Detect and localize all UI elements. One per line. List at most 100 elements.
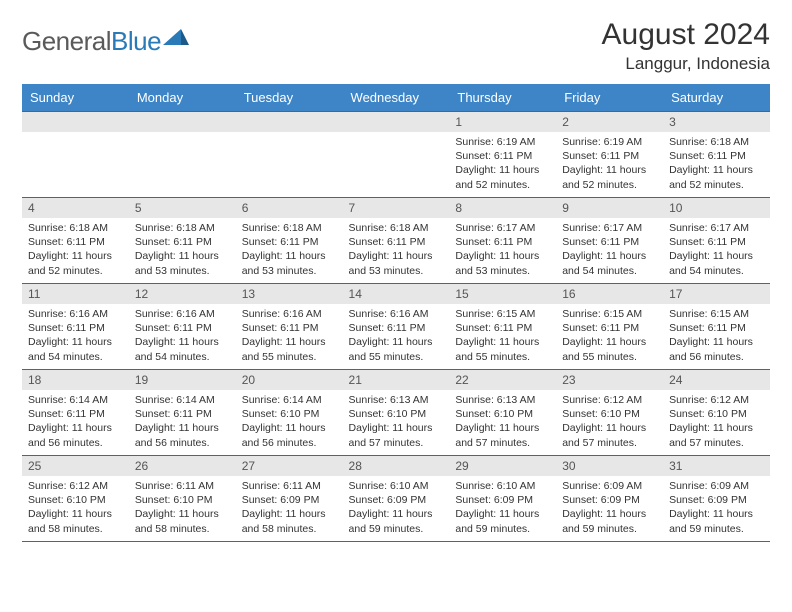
calendar-day-cell: 31 Sunrise: 6:09 AMSunset: 6:09 PMDayligh… xyxy=(663,456,770,542)
daylight-text: Daylight: 11 hours and 53 minutes. xyxy=(455,249,550,277)
sunrise-text: Sunrise: 6:13 AM xyxy=(349,393,444,407)
sunrise-text: Sunrise: 6:16 AM xyxy=(135,307,230,321)
day-number: 24 xyxy=(663,370,770,390)
calendar-table: SundayMondayTuesdayWednesdayThursdayFrid… xyxy=(22,84,770,542)
day-number: 18 xyxy=(22,370,129,390)
calendar-day-cell: 18Sunrise: 6:14 AMSunset: 6:11 PMDayligh… xyxy=(22,370,129,456)
sunset-text: Sunset: 6:11 PM xyxy=(562,235,657,249)
sunrise-text: Sunrise: 6:17 AM xyxy=(562,221,657,235)
weekday-header: Wednesday xyxy=(343,84,450,112)
daylight-text: Daylight: 11 hours and 55 minutes. xyxy=(455,335,550,363)
title-block: August 2024 Langgur, Indonesia xyxy=(602,18,770,74)
daylight-text: Daylight: 11 hours and 53 minutes. xyxy=(242,249,337,277)
day-number-empty xyxy=(343,112,450,132)
day-number: 23 xyxy=(556,370,663,390)
sunset-text: Sunset: 6:11 PM xyxy=(135,407,230,421)
sunrise-text: Sunrise: 6:14 AM xyxy=(135,393,230,407)
calendar-day-cell: 7Sunrise: 6:18 AMSunset: 6:11 PMDaylight… xyxy=(343,198,450,284)
day-details: Sunrise: 6:14 AMSunset: 6:10 PMDaylight:… xyxy=(236,390,343,454)
calendar-day-cell: 23Sunrise: 6:12 AMSunset: 6:10 PMDayligh… xyxy=(556,370,663,456)
sunrise-text: Sunrise: 6:18 AM xyxy=(349,221,444,235)
day-number: 3 xyxy=(663,112,770,132)
sunrise-text: Sunrise: 6:17 AM xyxy=(455,221,550,235)
day-number: 19 xyxy=(129,370,236,390)
day-details: Sunrise: 6:11 AMSunset: 6:09 PMDaylight:… xyxy=(236,476,343,540)
calendar-week-row: 4Sunrise: 6:18 AMSunset: 6:11 PMDaylight… xyxy=(22,198,770,284)
day-number: 14 xyxy=(343,284,450,304)
calendar-day-cell: 2Sunrise: 6:19 AMSunset: 6:11 PMDaylight… xyxy=(556,112,663,198)
calendar-week-row: 11Sunrise: 6:16 AMSunset: 6:11 PMDayligh… xyxy=(22,284,770,370)
day-number: 6 xyxy=(236,198,343,218)
day-details: Sunrise: 6:15 AMSunset: 6:11 PMDaylight:… xyxy=(556,304,663,368)
calendar-day-cell: 9Sunrise: 6:17 AMSunset: 6:11 PMDaylight… xyxy=(556,198,663,284)
day-number: 13 xyxy=(236,284,343,304)
weekday-header: Thursday xyxy=(449,84,556,112)
day-number: 30 xyxy=(556,456,663,476)
day-number: 2 xyxy=(556,112,663,132)
day-details: Sunrise: 6:18 AMSunset: 6:11 PMDaylight:… xyxy=(663,132,770,196)
sunrise-text: Sunrise: 6:18 AM xyxy=(242,221,337,235)
day-number: 29 xyxy=(449,456,556,476)
day-number: 31 xyxy=(663,456,770,476)
sunset-text: Sunset: 6:11 PM xyxy=(28,235,123,249)
day-number: 10 xyxy=(663,198,770,218)
day-details: Sunrise: 6:12 AMSunset: 6:10 PMDaylight:… xyxy=(663,390,770,454)
sunrise-text: Sunrise: 6:17 AM xyxy=(669,221,764,235)
daylight-text: Daylight: 11 hours and 59 minutes. xyxy=(562,507,657,535)
daylight-text: Daylight: 11 hours and 58 minutes. xyxy=(28,507,123,535)
day-details: Sunrise: 6:10 AMSunset: 6:09 PMDaylight:… xyxy=(343,476,450,540)
day-details: Sunrise: 6:17 AMSunset: 6:11 PMDaylight:… xyxy=(556,218,663,282)
daylight-text: Daylight: 11 hours and 53 minutes. xyxy=(135,249,230,277)
sunrise-text: Sunrise: 6:11 AM xyxy=(242,479,337,493)
daylight-text: Daylight: 11 hours and 56 minutes. xyxy=(242,421,337,449)
daylight-text: Daylight: 11 hours and 55 minutes. xyxy=(562,335,657,363)
logo-part1: General xyxy=(22,26,111,56)
day-number: 20 xyxy=(236,370,343,390)
sunrise-text: Sunrise: 6:11 AM xyxy=(135,479,230,493)
calendar-day-cell: 13Sunrise: 6:16 AMSunset: 6:11 PMDayligh… xyxy=(236,284,343,370)
sunrise-text: Sunrise: 6:19 AM xyxy=(562,135,657,149)
calendar-day-cell: 12Sunrise: 6:16 AMSunset: 6:11 PMDayligh… xyxy=(129,284,236,370)
weekday-header: Friday xyxy=(556,84,663,112)
logo-mark-icon xyxy=(163,27,189,52)
sunset-text: Sunset: 6:10 PM xyxy=(135,493,230,507)
sunset-text: Sunset: 6:11 PM xyxy=(349,321,444,335)
sunrise-text: Sunrise: 6:14 AM xyxy=(242,393,337,407)
sunrise-text: Sunrise: 6:10 AM xyxy=(349,479,444,493)
calendar-day-cell: 24Sunrise: 6:12 AMSunset: 6:10 PMDayligh… xyxy=(663,370,770,456)
weekday-header: Sunday xyxy=(22,84,129,112)
daylight-text: Daylight: 11 hours and 57 minutes. xyxy=(669,421,764,449)
sunrise-text: Sunrise: 6:12 AM xyxy=(562,393,657,407)
weekday-header-row: SundayMondayTuesdayWednesdayThursdayFrid… xyxy=(22,84,770,112)
sunrise-text: Sunrise: 6:14 AM xyxy=(28,393,123,407)
sunset-text: Sunset: 6:11 PM xyxy=(349,235,444,249)
day-number: 11 xyxy=(22,284,129,304)
daylight-text: Daylight: 11 hours and 52 minutes. xyxy=(562,163,657,191)
sunset-text: Sunset: 6:11 PM xyxy=(242,321,337,335)
day-details: Sunrise: 6:16 AMSunset: 6:11 PMDaylight:… xyxy=(22,304,129,368)
sunrise-text: Sunrise: 6:09 AM xyxy=(669,479,764,493)
logo: GeneralBlue xyxy=(22,18,189,57)
day-number: 8 xyxy=(449,198,556,218)
day-number-empty xyxy=(22,112,129,132)
logo-part2: Blue xyxy=(111,26,161,56)
daylight-text: Daylight: 11 hours and 59 minutes. xyxy=(349,507,444,535)
calendar-day-cell: 28Sunrise: 6:10 AMSunset: 6:09 PMDayligh… xyxy=(343,456,450,542)
calendar-page: GeneralBlue August 2024 Langgur, Indones… xyxy=(0,0,792,552)
day-number: 21 xyxy=(343,370,450,390)
daylight-text: Daylight: 11 hours and 54 minutes. xyxy=(135,335,230,363)
daylight-text: Daylight: 11 hours and 56 minutes. xyxy=(669,335,764,363)
daylight-text: Daylight: 11 hours and 59 minutes. xyxy=(669,507,764,535)
day-details: Sunrise: 6:17 AMSunset: 6:11 PMDaylight:… xyxy=(449,218,556,282)
calendar-week-row: 1Sunrise: 6:19 AMSunset: 6:11 PMDaylight… xyxy=(22,112,770,198)
day-details: Sunrise: 6:14 AMSunset: 6:11 PMDaylight:… xyxy=(129,390,236,454)
sunset-text: Sunset: 6:09 PM xyxy=(669,493,764,507)
day-details: Sunrise: 6:13 AMSunset: 6:10 PMDaylight:… xyxy=(343,390,450,454)
calendar-week-row: 18Sunrise: 6:14 AMSunset: 6:11 PMDayligh… xyxy=(22,370,770,456)
sunrise-text: Sunrise: 6:16 AM xyxy=(242,307,337,321)
location: Langgur, Indonesia xyxy=(602,54,770,74)
calendar-week-row: 25Sunrise: 6:12 AMSunset: 6:10 PMDayligh… xyxy=(22,456,770,542)
sunrise-text: Sunrise: 6:10 AM xyxy=(455,479,550,493)
day-number: 17 xyxy=(663,284,770,304)
daylight-text: Daylight: 11 hours and 57 minutes. xyxy=(455,421,550,449)
